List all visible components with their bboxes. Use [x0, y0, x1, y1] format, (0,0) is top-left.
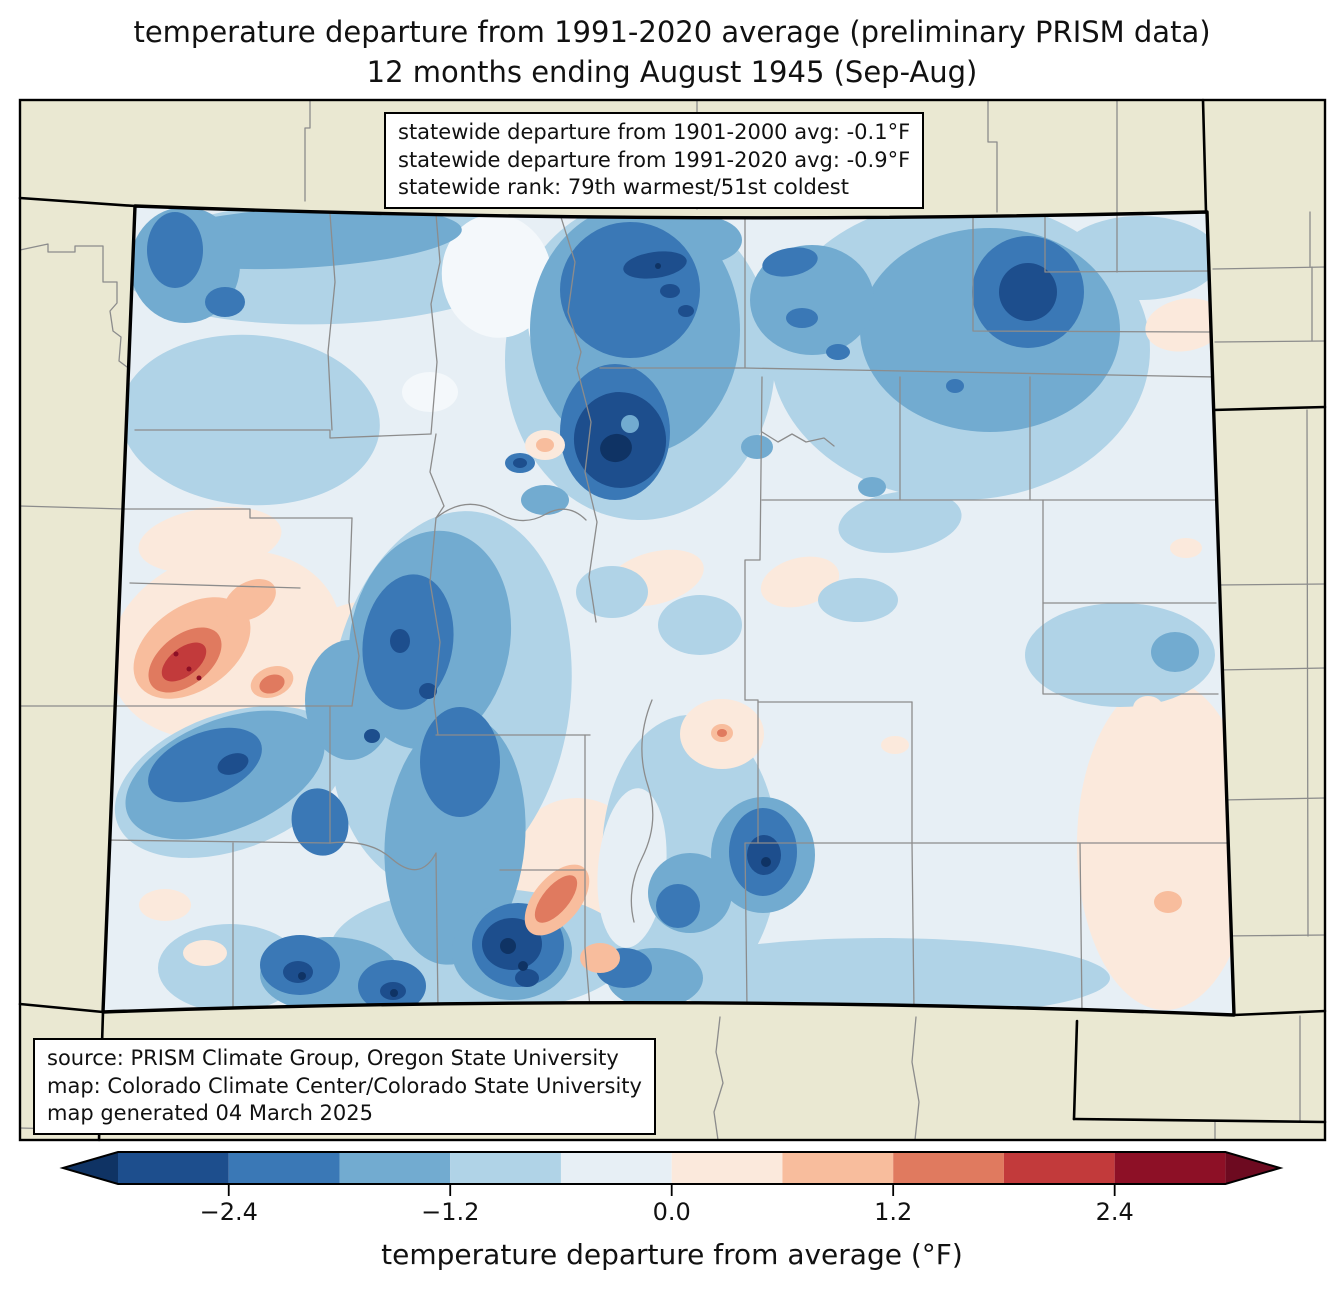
contour-cool-level4	[217, 251, 1057, 1000]
colorado-state-border	[101, 204, 1236, 1017]
colorbar-axis-label: temperature departure from average (°F)	[381, 1238, 963, 1271]
colorbar-tick-label-neg1p2: −1.2	[421, 1198, 480, 1226]
generated-date-line: map generated 04 March 2025	[47, 1101, 374, 1126]
colorbar-tick-label-0p0: 0.0	[652, 1198, 691, 1226]
neighbor-county-lines	[19, 99, 1326, 1141]
colorbar	[59, 1151, 1284, 1196]
contour-field	[103, 206, 1234, 1015]
contour-warm-details	[133, 298, 1225, 973]
statewide-stats-box: statewide departure from 1901-2000 avg: …	[384, 112, 925, 210]
figure-title-line2: 12 months ending August 1945 (Sep-Aug)	[366, 55, 978, 89]
axes-frame	[18, 98, 1327, 1142]
colorbar-ticks	[227, 1184, 1116, 1196]
stats-line-1901-2000: statewide departure from 1901-2000 avg: …	[398, 120, 911, 144]
stats-line-rank: statewide rank: 79th warmest/51st coldes…	[398, 175, 849, 200]
colorbar-segments	[118, 1152, 1226, 1184]
colorbar-tick-label-neg2p4: −2.4	[199, 1198, 258, 1226]
colorbar-over-arrow	[1225, 1152, 1280, 1184]
colorbar-tick-label-1p2: 1.2	[874, 1198, 913, 1226]
colorbar-outline	[59, 1151, 1284, 1185]
source-line: source: PRISM Climate Group, Oregon Stat…	[47, 1046, 619, 1070]
source-credit-box: source: PRISM Climate Group, Oregon Stat…	[33, 1038, 656, 1136]
colorbar-under-arrow	[63, 1152, 118, 1184]
map-credit-line: map: Colorado Climate Center/Colorado St…	[47, 1073, 642, 1098]
colorbar-tick-label-2p4: 2.4	[1095, 1198, 1134, 1226]
figure-title-line1: temperature departure from 1991-2020 ave…	[133, 15, 1211, 49]
stats-line-1991-2020: statewide departure from 1991-2020 avg: …	[398, 147, 911, 172]
contour-cool-level5	[298, 263, 771, 997]
colorado-county-lines	[103, 213, 1232, 1014]
